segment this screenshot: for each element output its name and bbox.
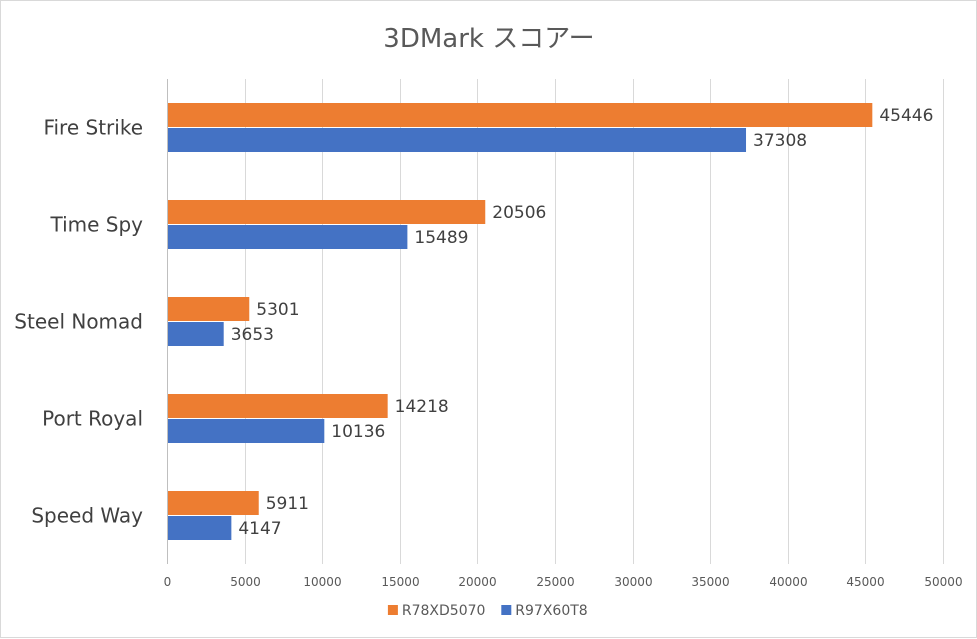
data-label: 14218: [395, 397, 449, 417]
legend: R78XD5070 R97X60T8: [387, 603, 588, 619]
bar-r78xd5070: [168, 297, 250, 321]
data-label: 37308: [753, 131, 807, 151]
value-axis: 0 5000 10000 15000 20000 25000 30000 35000 40000…: [164, 575, 963, 589]
category-label: Steel Nomad: [14, 310, 143, 334]
bar-r97x60t8: [168, 322, 224, 346]
x-tick-label: 10000: [303, 575, 341, 589]
grid-lines: [245, 79, 944, 564]
data-label: 20506: [492, 203, 546, 223]
x-tick-label: 45000: [846, 575, 884, 589]
bar-r78xd5070: [168, 200, 486, 224]
x-tick-label: 25000: [536, 575, 574, 589]
data-label: 4147: [238, 519, 281, 539]
bar-r97x60t8: [168, 516, 232, 540]
category-label: Speed Way: [31, 504, 143, 528]
data-label: 15489: [414, 228, 468, 248]
bar-r78xd5070: [168, 491, 259, 515]
data-label: 5911: [266, 494, 309, 514]
x-tick-label: 35000: [691, 575, 729, 589]
x-tick-label: 0: [164, 575, 172, 589]
x-tick-label: 40000: [769, 575, 807, 589]
data-label: 10136: [331, 422, 385, 442]
legend-label: R97X60T8: [515, 603, 587, 619]
bar-r97x60t8: [168, 128, 747, 152]
x-tick-label: 30000: [614, 575, 652, 589]
bar-r78xd5070: [168, 103, 873, 127]
data-label: 5301: [256, 300, 299, 320]
category-label: Time Spy: [49, 213, 143, 237]
legend-swatch: [387, 605, 398, 615]
category-label: Fire Strike: [43, 116, 143, 140]
category-axis: Fire Strike Time Spy Steel Nomad Port Royal…: [14, 79, 168, 564]
bars: [168, 103, 873, 540]
legend-label: R78XD5070: [402, 603, 486, 619]
category-label: Port Royal: [42, 407, 143, 431]
x-tick-label: 5000: [230, 575, 261, 589]
legend-swatch: [501, 605, 512, 615]
data-label: 3653: [231, 325, 274, 345]
x-tick-label: 15000: [381, 575, 419, 589]
x-tick-label: 20000: [458, 575, 496, 589]
bar-r78xd5070: [168, 394, 388, 418]
data-labels: 45446 37308 20506 15489 5301 3653 14218 10136 59…: [231, 106, 934, 539]
bar-r97x60t8: [168, 419, 325, 443]
bar-r97x60t8: [168, 225, 408, 249]
chart-title: 3DMark スコアー: [383, 24, 594, 54]
data-label: 45446: [879, 106, 933, 126]
x-tick-label: 50000: [924, 575, 962, 589]
